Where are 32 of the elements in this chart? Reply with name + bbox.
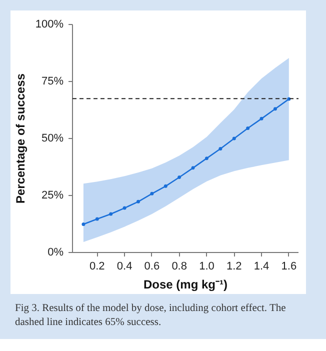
point	[95, 217, 99, 221]
point	[178, 176, 182, 180]
y-axis-title: Percentage of success	[13, 73, 28, 204]
point	[232, 136, 236, 140]
point	[204, 156, 208, 160]
y-tick-label: 100%	[35, 18, 64, 30]
x-tick-label: 0.8	[172, 260, 187, 272]
x-axis-title: Dose (mg kg⁻¹)	[144, 278, 228, 292]
x-tick-label: 1.2	[226, 260, 242, 272]
x-tick-label: 0.2	[90, 260, 105, 272]
x-tick-label: 0.4	[116, 260, 132, 272]
x-tick-label: 1.6	[281, 260, 297, 272]
point	[109, 212, 113, 216]
point	[260, 116, 264, 120]
point	[136, 200, 140, 204]
point	[287, 97, 291, 101]
point	[122, 206, 126, 210]
point	[150, 192, 154, 196]
caption: Fig 3. Results of the model by dose, including cohort effect. The dashed line indicates 65% success.	[15, 302, 287, 330]
y-tick-label: 50%	[41, 132, 64, 144]
y-tick-label: 25%	[41, 190, 64, 202]
x-tick-label: 0.6	[144, 260, 160, 272]
y-tick-label: 0%	[48, 246, 64, 258]
x-tick-label: 1.0	[199, 260, 214, 272]
point	[82, 222, 86, 226]
point	[246, 126, 250, 130]
x-tick-label: 1.4	[254, 260, 270, 272]
y-tick-label: 75%	[41, 76, 64, 88]
point	[164, 184, 168, 188]
point	[191, 166, 195, 170]
point	[218, 147, 222, 151]
point	[273, 107, 277, 111]
